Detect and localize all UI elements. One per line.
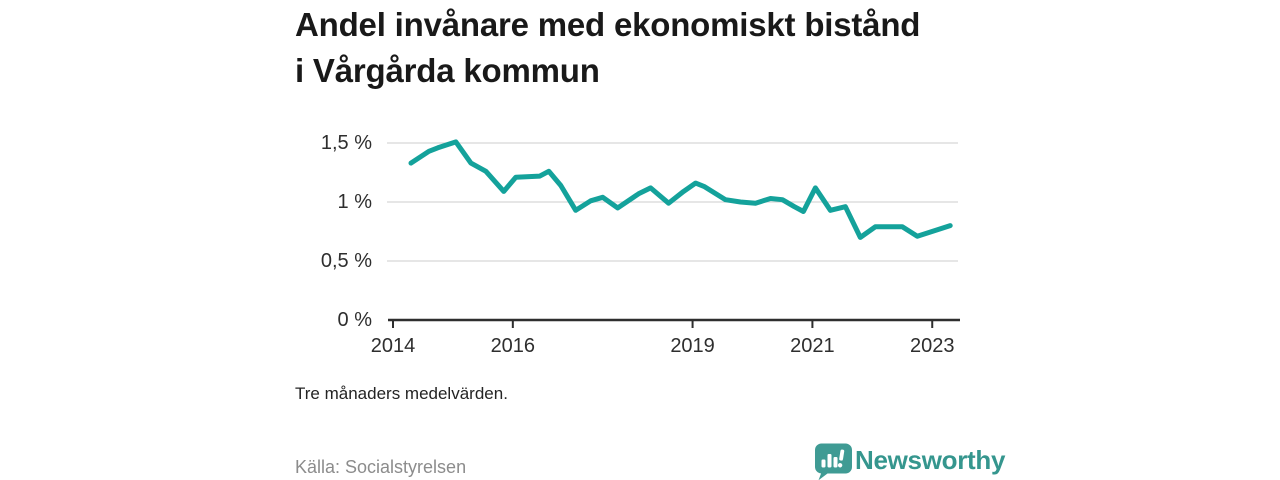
source-text: Källa: Socialstyrelsen (295, 457, 467, 477)
y-axis-label: 0 % (337, 309, 372, 331)
chart-title: Andel invånare med ekonomiskt bistånd i … (295, 6, 921, 89)
x-axis-label: 2014 (370, 335, 416, 357)
chart-note: Tre månaders medelvärden. (295, 384, 508, 403)
y-axis-label: 0,5 % (320, 250, 372, 272)
x-axis-label: 2021 (790, 335, 835, 357)
y-axis-label: 1,5 % (320, 132, 372, 155)
newsworthy-wordmark: Newsworthy (855, 445, 1006, 475)
x-axis-label: 2019 (670, 335, 715, 357)
data-line (408, 139, 953, 240)
newsworthy-logo: Newsworthy (812, 441, 1005, 480)
newsworthy-bubble-chart-icon (815, 443, 852, 480)
x-axis-label: 2016 (490, 335, 536, 357)
x-axis-label: 2023 (909, 335, 955, 357)
y-axis-label: 1 % (337, 191, 372, 214)
